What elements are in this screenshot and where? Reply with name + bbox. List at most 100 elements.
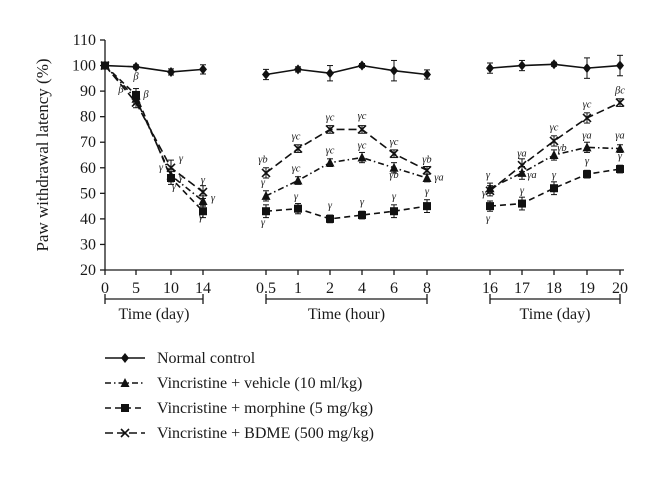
axes: 20304050607080901001100 5 10 14Time (day)0.…	[72, 32, 628, 323]
data-point	[518, 200, 526, 208]
data-point	[132, 62, 140, 72]
significance-label: γa	[615, 130, 624, 141]
x-tick-label: 19	[579, 280, 595, 297]
significance-label: β	[117, 84, 124, 95]
x-tick-label: 1	[294, 280, 302, 297]
significance-label: γc	[292, 132, 301, 143]
significance-label: γ	[486, 213, 491, 224]
series-1	[101, 55, 624, 81]
data-point	[294, 176, 303, 185]
x-tick-label: 4	[358, 280, 366, 297]
significance-label: γb	[258, 155, 267, 166]
y-axis-title: Paw withdrawal latency (%)	[33, 58, 52, 251]
significance-label: γb	[422, 155, 431, 166]
x-tick-label: 5	[132, 280, 140, 297]
y-tick-label: 50	[80, 185, 96, 202]
data-point	[294, 205, 302, 213]
significance-label: γb	[557, 143, 566, 154]
significance-label: γc	[326, 113, 335, 124]
significance-label: γ	[179, 173, 184, 184]
data-point	[326, 68, 334, 78]
x-group-label: Time (hour)	[308, 306, 385, 323]
significance-label: γ	[201, 175, 206, 186]
legend: Normal control Vincristine + vehicle (10 …	[105, 350, 374, 442]
data-point	[550, 184, 558, 192]
legend-entry-1: Normal control	[105, 350, 256, 367]
chart-canvas: 20304050607080901001100 5 10 14Time (day)0.…	[0, 0, 660, 481]
series-line	[266, 158, 427, 196]
data-point	[486, 202, 494, 210]
data-point	[550, 59, 558, 69]
significance-label: γ	[392, 192, 397, 203]
significance-label: γ	[425, 187, 430, 198]
paw-withdrawal-chart: 20 30 40 50 60 70 80 90 100 110 0 5 10 14 Time (day) 0.…	[0, 0, 660, 481]
x-tick-label: 6	[390, 280, 398, 297]
data-point	[583, 170, 591, 178]
significance-label: γa	[434, 173, 443, 184]
data-point	[486, 63, 494, 73]
x-tick-label: 2	[326, 280, 334, 297]
significance-label: γc	[292, 164, 301, 175]
significance-label: γ	[294, 192, 299, 203]
significance-label: γ	[261, 217, 266, 228]
legend-entry-4: Vincristine + BDME (500 mg/kg)	[105, 425, 374, 442]
x-tick-label: 17	[514, 280, 530, 297]
y-tick-label: 110	[73, 32, 96, 49]
x-tick-label: 18	[546, 280, 562, 297]
legend-label: Vincristine + vehicle (10 ml/kg)	[157, 375, 362, 392]
data-point	[199, 64, 207, 74]
legend-marker	[121, 353, 129, 363]
significance-label: γ	[552, 170, 557, 181]
data-point	[423, 202, 431, 210]
significance-label: βc	[614, 86, 625, 97]
data-point	[326, 215, 334, 223]
data-point	[616, 165, 624, 173]
significance-label: γ	[261, 178, 266, 189]
significance-label: γc	[358, 141, 367, 152]
data-point	[390, 207, 398, 215]
x-tick-label: 10	[163, 280, 179, 297]
series-line	[105, 66, 203, 72]
significance-label: γc	[583, 100, 592, 111]
significance-label: γ	[520, 185, 525, 196]
significance-label: γc	[358, 111, 367, 122]
data-point	[262, 70, 270, 80]
significance-label: γa	[582, 130, 591, 141]
y-tick-label: 100	[72, 58, 96, 75]
significance-label: γc	[326, 146, 335, 157]
significance-label: γ	[482, 188, 487, 199]
significance-label: γ	[360, 197, 365, 208]
data-point	[583, 63, 591, 73]
series-line	[266, 206, 427, 219]
significance-label: β	[142, 90, 149, 101]
y-tick-label: 60	[80, 160, 96, 177]
data-point	[262, 207, 270, 215]
significance-label: γb	[389, 170, 398, 181]
data-point	[326, 158, 335, 167]
significance-label: γ	[211, 193, 216, 204]
significance-label: γ	[159, 162, 164, 173]
significance-label: γc	[390, 137, 399, 148]
series-line	[266, 66, 427, 75]
legend-entry-3: Vincristine + morphine (5 mg/kg)	[105, 400, 373, 417]
significance-label: γa	[517, 148, 526, 159]
legend-label: Normal control	[157, 350, 256, 367]
legend-entry-2: Vincristine + vehicle (10 ml/kg)	[105, 375, 362, 392]
legend-marker	[121, 404, 129, 412]
series-line	[266, 129, 427, 172]
y-tick-label: 80	[80, 109, 96, 126]
y-tick-label: 40	[80, 211, 96, 228]
significance-label: γ	[486, 170, 491, 181]
data-point	[358, 61, 366, 71]
significance-label: β	[132, 72, 139, 83]
legend-label: Vincristine + BDME (500 mg/kg)	[157, 425, 374, 442]
y-tick-label: 20	[80, 262, 96, 279]
y-tick-label: 30	[80, 236, 96, 253]
y-tick-label: 70	[80, 134, 96, 151]
x-group-label: Time (day)	[520, 306, 591, 323]
data-point	[262, 191, 271, 200]
data-point	[294, 64, 302, 74]
data-point	[358, 153, 367, 162]
data-point	[423, 70, 431, 80]
significance-label: γ	[328, 201, 333, 212]
